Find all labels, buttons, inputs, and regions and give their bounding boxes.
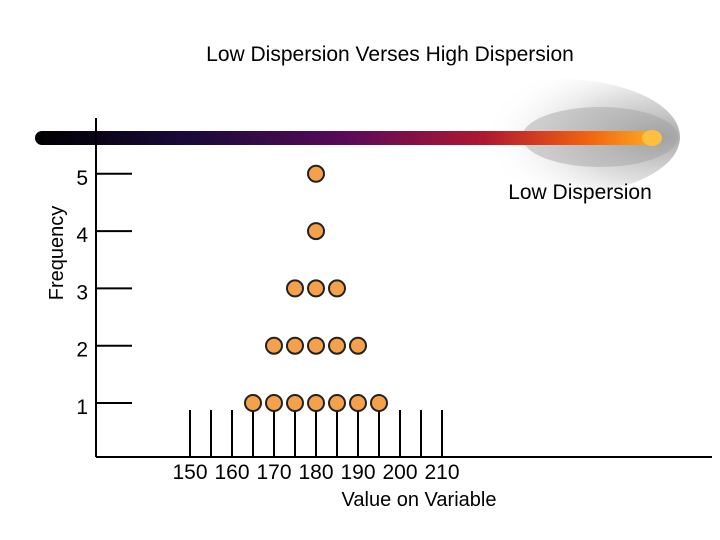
data-point bbox=[286, 394, 304, 412]
data-point bbox=[370, 394, 388, 412]
data-point bbox=[328, 336, 346, 355]
low-dispersion-annotation: Low Dispersion bbox=[508, 181, 652, 204]
y-ticks: 1 2 3 4 5 bbox=[76, 167, 132, 419]
comet-bar bbox=[35, 131, 660, 145]
x-tick-label: 170 bbox=[256, 461, 291, 484]
y-tick-label: 1 bbox=[76, 396, 88, 419]
x-tick-label: 200 bbox=[382, 461, 417, 484]
y-tick-label: 2 bbox=[76, 339, 88, 362]
x-tick-label: 190 bbox=[340, 461, 375, 484]
data-point bbox=[286, 279, 304, 298]
data-point bbox=[349, 336, 367, 355]
x-ticks: 150 160 170 180 190 200 210 bbox=[172, 410, 460, 484]
data-point bbox=[307, 279, 325, 298]
data-point bbox=[307, 222, 325, 241]
data-point bbox=[349, 394, 367, 412]
data-points bbox=[244, 164, 388, 412]
data-point bbox=[328, 279, 346, 298]
x-tick-label: 210 bbox=[424, 461, 459, 484]
data-point bbox=[307, 336, 325, 355]
data-point bbox=[286, 336, 304, 355]
y-tick-label: 5 bbox=[76, 167, 88, 190]
comet-head bbox=[642, 130, 662, 146]
comet-decoration bbox=[35, 79, 680, 195]
data-point bbox=[265, 394, 283, 412]
y-axis-label: Frequency bbox=[46, 206, 68, 301]
x-tick-label: 160 bbox=[214, 461, 249, 484]
data-point bbox=[307, 164, 325, 183]
chart-title: Low Dispersion Verses High Dispersion bbox=[206, 43, 574, 66]
data-point bbox=[244, 394, 262, 412]
y-tick-label: 3 bbox=[76, 281, 88, 304]
x-axis-label: Value on Variable bbox=[342, 489, 497, 511]
y-tick-label: 4 bbox=[76, 224, 88, 247]
data-point bbox=[328, 394, 346, 412]
x-tick-label: 180 bbox=[298, 461, 333, 484]
data-point bbox=[307, 394, 325, 412]
x-tick-label: 150 bbox=[172, 461, 207, 484]
data-point bbox=[265, 336, 283, 355]
